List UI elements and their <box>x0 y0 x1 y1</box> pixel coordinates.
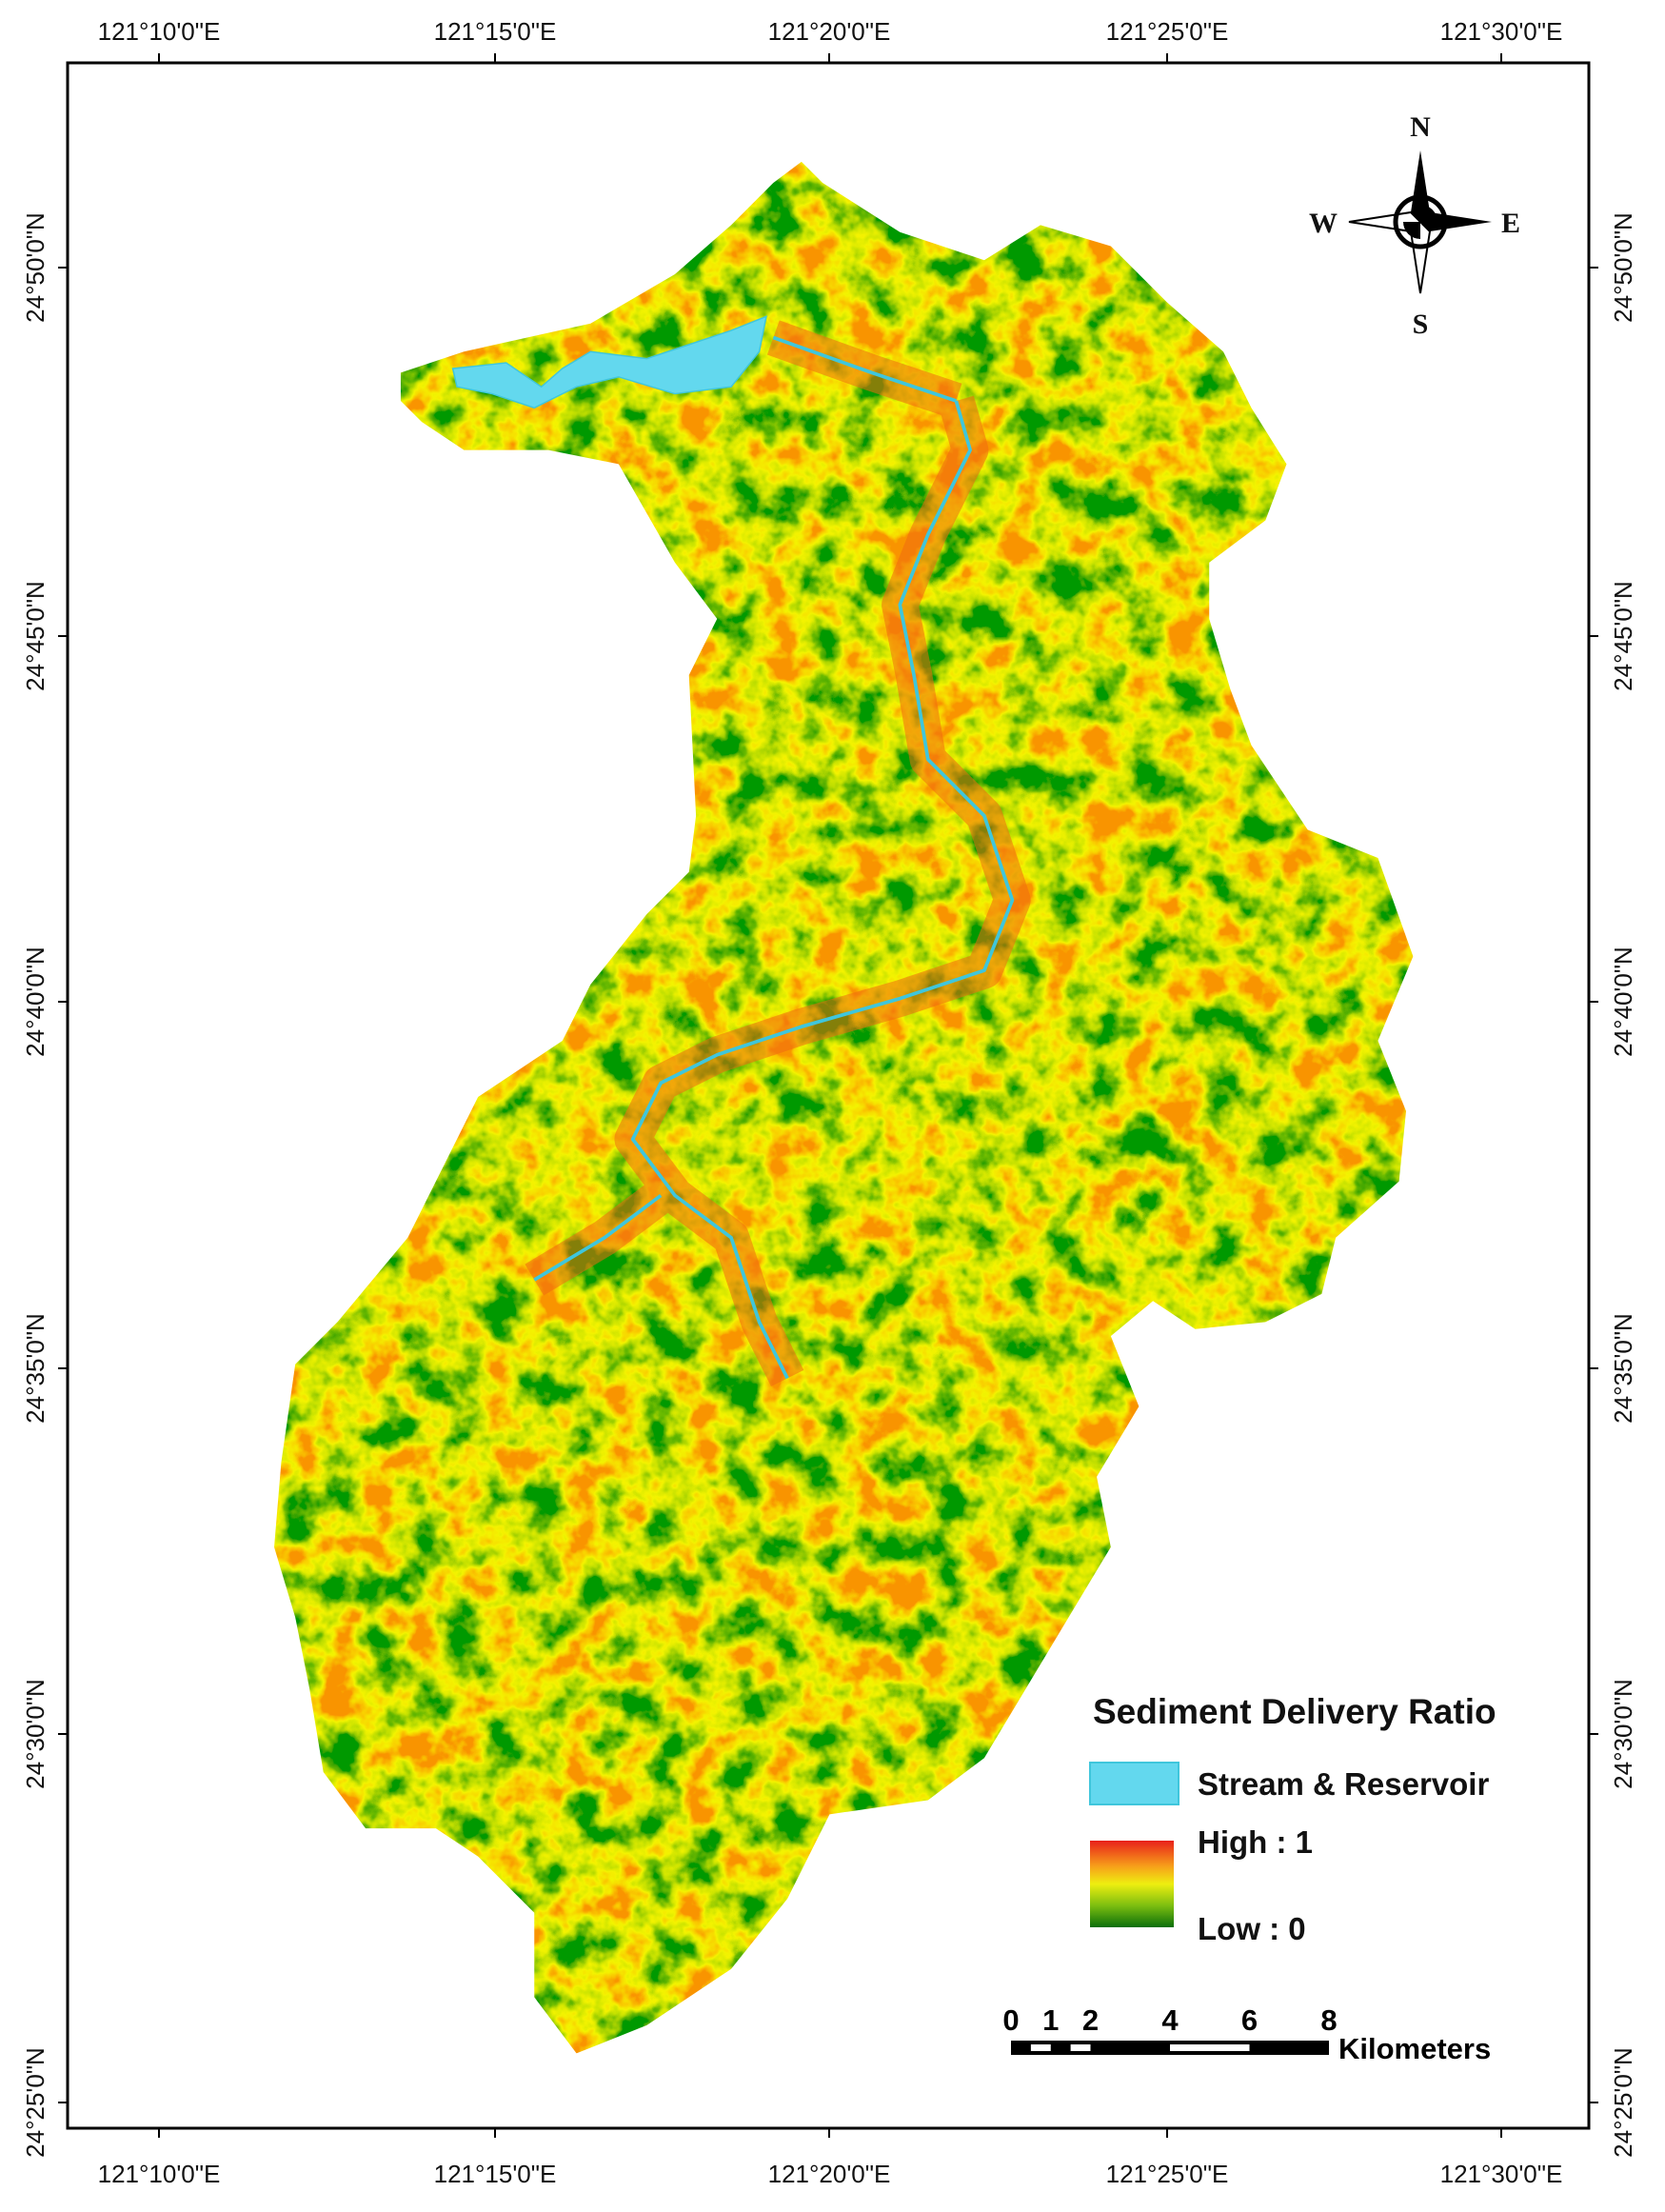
scale-bar-segment <box>1170 2044 1250 2051</box>
lat-label-left: 24°40'0"N <box>21 947 50 1057</box>
graticule: 121°10'0"E 121°15'0"E 121°20'0"E 121°25'0"E… <box>21 17 1637 2188</box>
lon-label-top: 121°20'0"E <box>768 17 891 46</box>
lat-label-left: 24°35'0"N <box>21 1313 50 1424</box>
compass-north: N <box>1410 111 1431 143</box>
scale-bar-label: 0 <box>1002 2003 1019 2037</box>
legend-high: High : 1 <box>1198 1824 1313 1860</box>
lon-label-top: 121°30'0"E <box>1440 17 1563 46</box>
scale-bar-label: 2 <box>1082 2003 1099 2037</box>
lat-label-right: 24°30'0"N <box>1609 1679 1637 1789</box>
north-arrow <box>1348 150 1492 294</box>
reservoir <box>451 315 767 409</box>
lon-label-bottom: 121°25'0"E <box>1106 2160 1229 2188</box>
lon-label-bottom: 121°15'0"E <box>434 2160 557 2188</box>
scale-bar-segment <box>1030 2044 1051 2051</box>
lon-label-top: 121°10'0"E <box>98 17 221 46</box>
scale-bar-label: 1 <box>1042 2003 1059 2037</box>
lat-label-right: 24°45'0"N <box>1609 581 1637 691</box>
compass-south: S <box>1413 309 1429 340</box>
lat-label-left: 24°25'0"N <box>21 2047 50 2158</box>
scale-bar-segment <box>1070 2044 1091 2051</box>
stream <box>533 335 1015 1380</box>
legend-low: Low : 0 <box>1198 1911 1306 1946</box>
lon-label-top: 121°15'0"E <box>434 17 557 46</box>
lat-label-right: 24°40'0"N <box>1609 947 1637 1057</box>
legend-ramp <box>1090 1841 1174 1927</box>
compass-west: W <box>1309 208 1338 239</box>
legend-title: Sediment Delivery Ratio <box>1093 1692 1497 1731</box>
lat-label-left: 24°45'0"N <box>21 581 50 691</box>
legend-stream: Stream & Reservoir <box>1198 1766 1489 1802</box>
scale-bar-label: 4 <box>1161 2003 1179 2037</box>
scale-bar-label: 8 <box>1320 2003 1337 2037</box>
lat-label-left: 24°30'0"N <box>21 1679 50 1789</box>
scale-bar-label: 6 <box>1241 2003 1258 2037</box>
lon-label-bottom: 121°30'0"E <box>1440 2160 1563 2188</box>
scale-bar-unit: Kilometers <box>1338 2032 1491 2065</box>
lat-label-right: 24°25'0"N <box>1609 2047 1637 2158</box>
lon-label-bottom: 121°20'0"E <box>768 2160 891 2188</box>
compass-east: E <box>1501 208 1520 239</box>
lat-label-right: 24°35'0"N <box>1609 1313 1637 1424</box>
lat-label-left: 24°50'0"N <box>21 212 50 323</box>
legend-stream-swatch <box>1089 1762 1179 1805</box>
lon-label-top: 121°25'0"E <box>1106 17 1229 46</box>
lon-label-bottom: 121°10'0"E <box>98 2160 221 2188</box>
lat-label-right: 24°50'0"N <box>1609 212 1637 323</box>
